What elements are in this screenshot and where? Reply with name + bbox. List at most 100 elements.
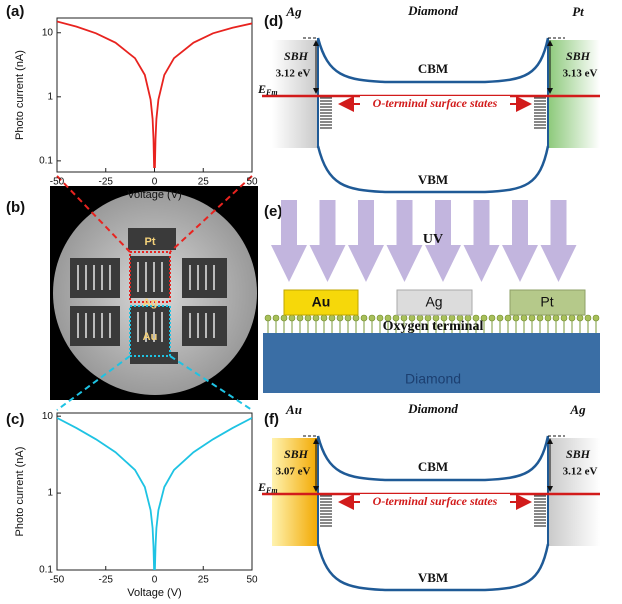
oxygen-atom xyxy=(336,314,344,322)
panel-label: (a) xyxy=(6,3,24,20)
band-diagram: O-terminal surface states (f) Au Ag Diamond C… xyxy=(257,401,600,592)
contact-label: Pt xyxy=(540,294,553,310)
oxygen-atom xyxy=(392,314,400,322)
top-label: Diamond xyxy=(407,3,458,18)
cbm-label: CBM xyxy=(418,61,448,76)
oxygen-atom xyxy=(328,314,336,322)
vbm-label: VBM xyxy=(418,570,448,585)
sbh-label: SBH xyxy=(566,447,591,461)
oxygen-atom xyxy=(280,314,288,322)
metal-label: Pt xyxy=(572,4,584,19)
oxygen-atom xyxy=(296,314,304,322)
oxygen-atom xyxy=(592,314,600,322)
oxygen-atom xyxy=(576,314,584,322)
sbh-value: 3.12 eV xyxy=(563,466,598,478)
oxygen-atom xyxy=(304,314,312,322)
states-bg xyxy=(360,494,510,510)
oxygen-atom xyxy=(312,314,320,322)
contact xyxy=(396,289,473,316)
uv-arrow xyxy=(348,200,384,282)
oxygen-atom xyxy=(320,314,328,322)
contact-label: Au xyxy=(143,331,158,343)
uv-arrow xyxy=(502,200,538,282)
fermi-subscript: Fm xyxy=(265,88,278,97)
vbm-band xyxy=(316,543,550,592)
oxygen-atom xyxy=(552,314,560,322)
panel-label: (b) xyxy=(6,199,25,216)
x-tick-label: 50 xyxy=(246,177,258,188)
oxygen-atom xyxy=(368,314,376,322)
panel-label: (c) xyxy=(6,411,24,428)
y-axis-label: Photo current (nA) xyxy=(14,50,26,140)
x-tick-label: -25 xyxy=(99,177,114,188)
fermi-symbol: E xyxy=(257,82,266,96)
states-label: O-terminal surface states xyxy=(373,494,498,508)
uv-arrow xyxy=(309,200,346,282)
microscope-image xyxy=(50,175,258,411)
contact-label: Au xyxy=(312,294,331,310)
uv-arrows xyxy=(271,200,577,282)
x-tick-label: 25 xyxy=(198,177,210,188)
top-label: Diamond xyxy=(407,401,458,416)
x-tick-label: 50 xyxy=(246,575,258,586)
sbh-value: 3.13 eV xyxy=(563,68,598,80)
contact-label: Ag xyxy=(425,294,442,310)
cbm-band xyxy=(316,37,550,84)
y-tick-label: 10 xyxy=(42,27,54,38)
metal-label: Au xyxy=(285,402,302,417)
sbh-label: SBH xyxy=(284,447,309,461)
oxygen-atom xyxy=(560,314,568,322)
metal-left xyxy=(272,438,318,546)
sbh-value: 3.07 eV xyxy=(276,466,311,478)
metal-left xyxy=(272,40,318,148)
states-label: O-terminal surface states xyxy=(373,96,498,110)
oxygen-atom xyxy=(528,314,536,322)
metal-label: Ag xyxy=(285,4,302,19)
uv-label: UV xyxy=(423,232,443,247)
cbm-label: CBM xyxy=(418,459,448,474)
oxygen-atom xyxy=(536,314,544,322)
uv-arrow xyxy=(425,200,461,282)
plot-frame xyxy=(56,412,253,571)
x-tick-label: -50 xyxy=(50,575,65,586)
substrate-label: Diamond xyxy=(405,371,461,387)
fermi-symbol: E xyxy=(257,480,266,494)
y-tick-label: 0.1 xyxy=(39,156,53,167)
oxygen-atom xyxy=(360,314,368,322)
y-tick-label: 1 xyxy=(47,91,53,102)
oxygen-atom xyxy=(568,314,576,322)
oxygen-atom xyxy=(288,314,296,322)
terminal-label: Oxygen terminal xyxy=(383,319,484,334)
oxygen-atom xyxy=(512,314,520,322)
oxygen-atom xyxy=(384,314,392,322)
uv-arrow xyxy=(386,200,423,282)
fermi-label: EFm xyxy=(257,82,278,97)
fermi-label: EFm xyxy=(257,480,278,495)
panel-label: (e) xyxy=(264,203,282,220)
oxygen-atom xyxy=(344,314,352,322)
contact xyxy=(509,289,586,316)
contact xyxy=(283,289,359,316)
x-tick-label: 0 xyxy=(152,575,158,586)
oxygen-atom xyxy=(488,314,496,322)
diamond-substrate xyxy=(263,333,600,393)
uv-arrow xyxy=(271,200,307,282)
oxygen-atom xyxy=(376,314,384,322)
oxygen-terminal xyxy=(264,314,600,333)
sbh-value: 3.12 eV xyxy=(276,68,311,80)
data-line xyxy=(57,20,252,168)
x-tick-label: -50 xyxy=(50,177,65,188)
y-tick-label: 10 xyxy=(42,411,54,422)
panel-label: (d) xyxy=(264,13,283,30)
data-line xyxy=(57,417,252,570)
oxygen-atom xyxy=(352,314,360,322)
band-diagram: O-terminal surface states (d)Ag Pt Diamond C… xyxy=(257,3,600,194)
sbh-label: SBH xyxy=(284,49,309,63)
panel-label: (f) xyxy=(264,411,279,428)
metal-right xyxy=(548,438,600,546)
sbh-label: SBH xyxy=(566,49,591,63)
x-axis-label: Voltage (V) xyxy=(127,189,181,201)
y-axis-label: Photo current (nA) xyxy=(14,447,26,537)
oxygen-atom xyxy=(272,314,280,322)
